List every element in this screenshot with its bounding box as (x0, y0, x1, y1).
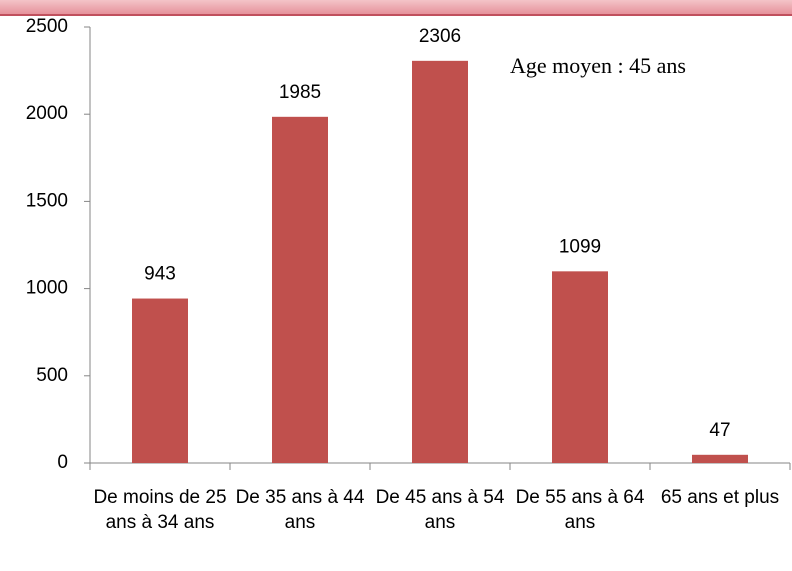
bar (552, 271, 608, 463)
header-band (0, 0, 792, 15)
x-tick-label: De moins de 25 ans à 34 ans (93, 487, 227, 533)
data-label: 1099 (559, 236, 601, 257)
y-tick-label: 1500 (26, 190, 68, 211)
data-label: 47 (709, 420, 730, 441)
x-tick-label: 65 ans et plus (660, 487, 780, 508)
data-label: 1985 (279, 82, 321, 103)
y-tick-label: 0 (57, 452, 68, 473)
y-tick-label: 2500 (26, 16, 68, 37)
annotation: Age moyen : 45 ans (510, 53, 686, 78)
bar (132, 298, 188, 463)
y-tick-label: 2000 (26, 103, 68, 124)
x-tick-label: De 45 ans à 54 ans (375, 487, 505, 533)
data-label: 2306 (419, 26, 461, 47)
data-label: 943 (144, 264, 176, 285)
y-tick-label: 1000 (26, 278, 68, 299)
x-tick-label: De 55 ans à 64 ans (515, 487, 645, 533)
bar (692, 454, 748, 463)
bar (412, 60, 468, 464)
x-tick-label: De 35 ans à 44 ans (235, 487, 365, 533)
y-tick-label: 500 (36, 365, 68, 386)
bar (272, 116, 328, 463)
